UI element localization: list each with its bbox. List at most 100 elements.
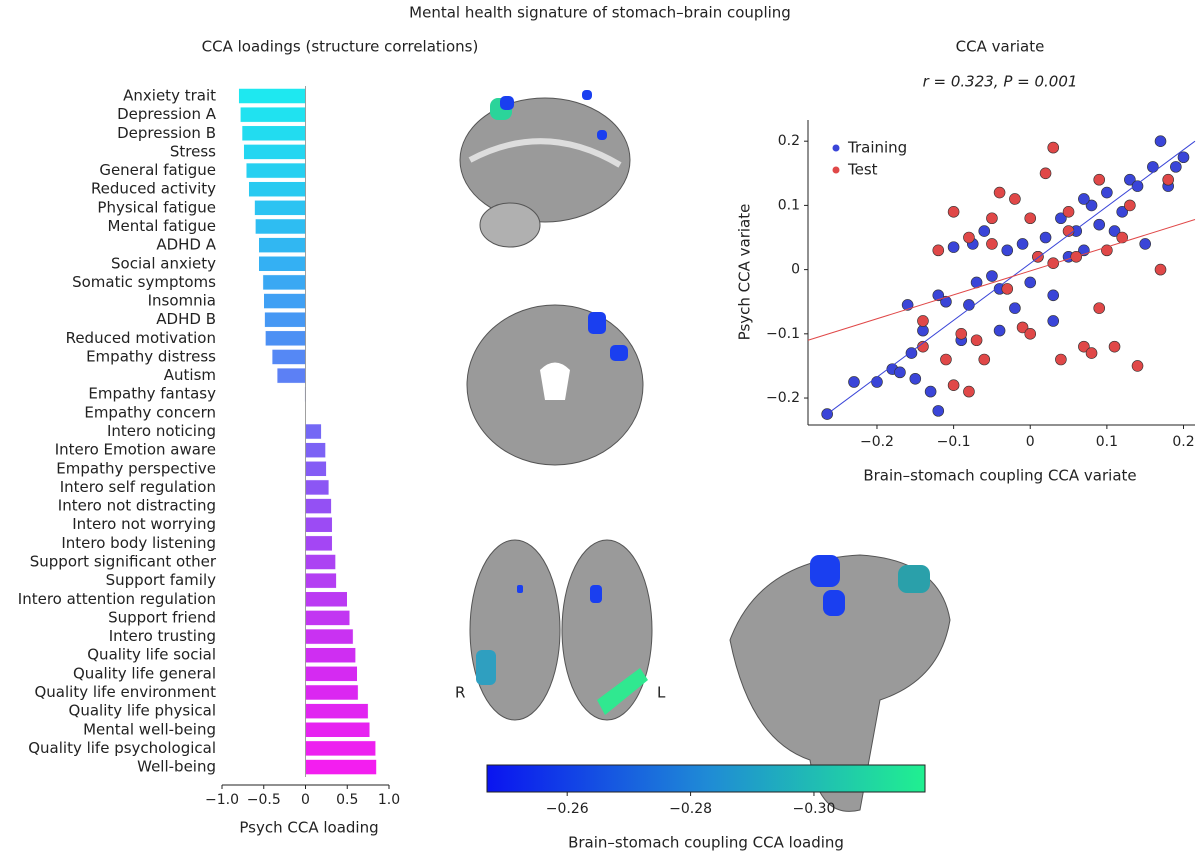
bar xyxy=(305,535,333,552)
point xyxy=(947,206,960,218)
x-tick-label: −0.2 xyxy=(860,434,894,450)
category-label: ADHD B xyxy=(156,310,216,328)
bar xyxy=(305,740,376,757)
bar xyxy=(305,572,337,589)
category-label: Physical fatigue xyxy=(97,198,216,216)
point xyxy=(1154,135,1167,147)
point xyxy=(1093,218,1106,231)
category-label: Reduced motivation xyxy=(66,329,216,347)
point xyxy=(1024,276,1037,289)
colorbar xyxy=(486,764,926,793)
fit-line xyxy=(826,140,1196,415)
point xyxy=(1170,161,1182,173)
point xyxy=(1177,151,1190,164)
x-tick-label: 0 xyxy=(301,792,310,808)
x-tick-label: −0.26 xyxy=(546,801,589,817)
bar xyxy=(305,610,351,626)
annotation: r = 0.323, P = 0.001 xyxy=(923,73,1078,91)
bar xyxy=(305,647,356,663)
point xyxy=(986,238,998,250)
panel-title: CCA loadings (structure correlations) xyxy=(202,38,479,56)
point xyxy=(1001,283,1014,295)
bar xyxy=(258,256,306,272)
category-label: Stress xyxy=(170,142,216,160)
y-axis-label: Psych CCA variate xyxy=(736,204,754,341)
bar xyxy=(258,237,306,253)
point xyxy=(871,376,883,388)
bar xyxy=(305,703,369,719)
bar xyxy=(243,144,306,160)
category-label: Support significant other xyxy=(30,553,217,571)
point xyxy=(932,405,945,417)
legend-label: Training xyxy=(847,139,907,157)
point xyxy=(940,295,952,308)
point xyxy=(1162,173,1174,186)
category-label: General fatigue xyxy=(99,161,216,179)
point xyxy=(1078,193,1090,205)
bar xyxy=(305,554,336,570)
bar xyxy=(255,218,306,235)
category-label: Social anxiety xyxy=(111,254,216,272)
bar xyxy=(245,162,306,179)
category-label: Mental well-being xyxy=(83,720,216,738)
category-label: Empathy fantasy xyxy=(88,385,216,403)
bar xyxy=(263,293,306,309)
point xyxy=(905,347,918,359)
x-tick-label: −0.30 xyxy=(793,801,836,817)
bar xyxy=(305,684,359,701)
category-label: Empathy distress xyxy=(86,347,216,365)
colorbar-label: Brain–stomach coupling CCA loading xyxy=(568,834,844,852)
category-label: Intero trusting xyxy=(109,627,216,645)
point xyxy=(1016,238,1029,250)
bar xyxy=(254,200,306,216)
x-tick-label: −1.0 xyxy=(205,792,239,808)
category-label: Quality life environment xyxy=(34,683,216,701)
category-label: Quality life general xyxy=(73,664,216,682)
point xyxy=(1024,328,1037,340)
point xyxy=(1001,244,1014,257)
category-label: Autism xyxy=(164,366,216,384)
point xyxy=(1009,302,1021,314)
category-label: Support friend xyxy=(108,608,216,626)
x-tick-label: 0.2 xyxy=(1172,434,1194,450)
point xyxy=(1154,263,1167,276)
fit-line xyxy=(807,219,1196,341)
point xyxy=(1108,340,1121,353)
point xyxy=(1016,321,1029,334)
x-axis-label: Psych CCA loading xyxy=(239,819,378,837)
point xyxy=(1093,302,1106,314)
point xyxy=(1116,206,1128,218)
x-axis-label: Brain–stomach coupling CCA variate xyxy=(863,467,1136,485)
x-tick-label: 0.5 xyxy=(336,792,358,808)
figure-title: Mental health signature of stomach–brain… xyxy=(409,4,791,22)
category-label: Support family xyxy=(106,571,216,589)
point xyxy=(1047,257,1060,269)
bar xyxy=(248,181,306,197)
bar xyxy=(264,311,306,328)
category-label: Quality life social xyxy=(87,646,216,664)
category-label: Mental fatigue xyxy=(108,217,216,235)
category-label: Depression A xyxy=(117,105,217,123)
category-label: Insomnia xyxy=(148,292,216,310)
point xyxy=(1024,212,1037,225)
x-tick-label: −0.28 xyxy=(669,801,712,817)
bar xyxy=(238,88,306,104)
point xyxy=(917,315,929,327)
panel-title: CCA variate xyxy=(956,38,1045,56)
point xyxy=(955,328,968,340)
legend-label: Test xyxy=(847,161,878,179)
bar xyxy=(305,498,332,514)
point xyxy=(986,270,998,282)
point xyxy=(1131,180,1144,192)
bar xyxy=(305,423,322,440)
brain-images xyxy=(459,90,951,812)
brain-side-label: R xyxy=(455,684,465,702)
point xyxy=(1062,206,1075,218)
point xyxy=(1147,161,1159,173)
category-label: Reduced activity xyxy=(91,180,216,198)
point xyxy=(986,212,998,225)
category-label: ADHD A xyxy=(156,236,216,254)
bar xyxy=(271,349,306,365)
bar xyxy=(305,516,333,533)
